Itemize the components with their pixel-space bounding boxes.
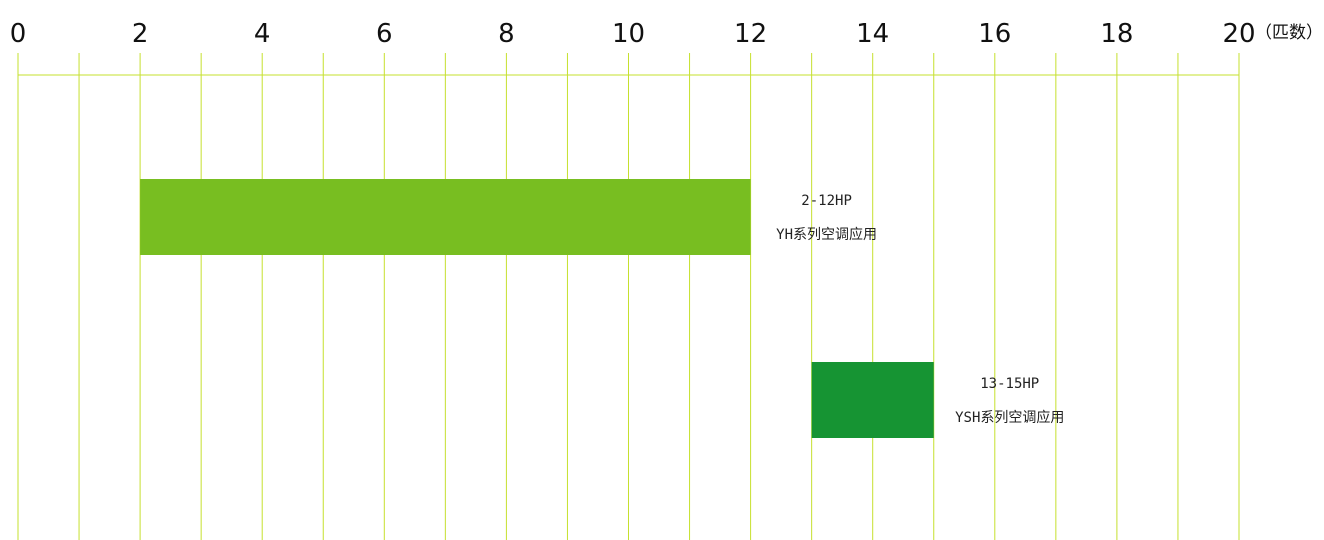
bar (140, 179, 751, 255)
bar-series-label: YSH系列空调应用 (955, 409, 1064, 426)
x-tick-label: 10 (612, 19, 645, 49)
x-tick-label: 18 (1100, 19, 1133, 49)
x-tick-label: 4 (254, 19, 271, 49)
x-tick-label: 8 (498, 19, 515, 49)
x-axis: 0 2 4 6 8 10 12 14 16 18 20 （匹数） (10, 19, 1323, 76)
x-tick-label: 2 (132, 19, 149, 49)
x-tick-labels: 0 2 4 6 8 10 12 14 16 18 20 (10, 19, 1256, 49)
x-tick-label: 12 (734, 19, 767, 49)
x-tick-label: 14 (856, 19, 889, 49)
x-tick-label: 20 (1222, 19, 1255, 49)
x-tick-label: 0 (10, 19, 27, 49)
bar (811, 362, 934, 438)
x-tick-label: 6 (376, 19, 393, 49)
bar-range-label: 2-12HP (801, 193, 852, 209)
x-tick-label: 16 (978, 19, 1011, 49)
bar-series-label: YH系列空调应用 (776, 226, 877, 243)
bars: 2-12HP YH系列空调应用 13-15HP YSH系列空调应用 (140, 179, 1064, 438)
x-axis-unit-label: （匹数） (1255, 23, 1323, 43)
grid-lines (17, 53, 1240, 540)
bar-range-label: 13-15HP (980, 376, 1039, 392)
